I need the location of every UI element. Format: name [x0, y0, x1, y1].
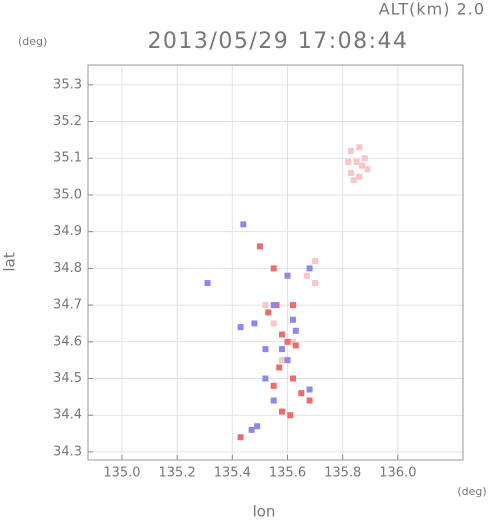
echo-point	[278, 331, 285, 338]
echo-point	[270, 382, 277, 389]
echo-point	[284, 338, 291, 345]
x-tick-label: 135.6	[269, 466, 306, 481]
echo-point	[345, 158, 352, 165]
echo-point	[262, 302, 269, 309]
echo-point	[290, 375, 297, 382]
echo-point	[278, 408, 285, 415]
echo-point	[361, 155, 368, 162]
echo-point	[353, 158, 360, 165]
echo-point	[350, 177, 357, 184]
echo-point	[292, 342, 299, 349]
y-tick-label: 35.1	[53, 151, 82, 166]
y-tick-label: 35.3	[53, 77, 82, 92]
x-tick-label: 135.2	[159, 466, 196, 481]
y-tick-label: 34.7	[53, 298, 82, 313]
echo-point	[290, 316, 297, 323]
echo-point	[254, 423, 261, 430]
echo-point	[364, 166, 371, 173]
echo-point	[204, 280, 211, 287]
echo-point	[256, 243, 263, 250]
y-tick-label: 34.5	[53, 371, 82, 386]
y-tick-label: 34.9	[53, 224, 82, 239]
y-tick-label: 34.4	[53, 408, 82, 423]
echo-point	[278, 357, 285, 364]
echo-point	[262, 375, 269, 382]
echo-point	[284, 272, 291, 279]
echo-point	[303, 272, 310, 279]
echo-point	[284, 357, 291, 364]
echo-point	[276, 364, 283, 371]
y-tick-label: 35.0	[53, 187, 82, 202]
echo-point	[270, 265, 277, 272]
x-tick-label: 135.4	[214, 466, 251, 481]
y-tick-label: 34.6	[53, 334, 82, 349]
echo-point	[347, 169, 354, 176]
echo-point	[356, 144, 363, 151]
echo-point	[240, 221, 247, 228]
y-axis-label: lat	[1, 252, 19, 271]
echo-point	[237, 324, 244, 331]
plot-frame	[87, 64, 464, 461]
echo-point	[347, 147, 354, 154]
echo-point	[298, 390, 305, 397]
echo-point	[265, 309, 272, 316]
echo-point	[270, 302, 277, 309]
chart-title: 2013/05/29 17:08:44	[147, 29, 408, 54]
echo-point	[306, 397, 313, 404]
echo-point	[251, 320, 258, 327]
altitude-annotation: ALT(km) 2.0	[379, 0, 485, 19]
echo-point	[278, 346, 285, 353]
echo-point	[306, 386, 313, 393]
echo-point	[270, 397, 277, 404]
echo-point	[290, 338, 297, 345]
echo-point	[356, 173, 363, 180]
y-unit: (deg)	[18, 35, 47, 48]
x-tick-label: 135.8	[324, 466, 361, 481]
y-tick-label: 34.3	[53, 444, 82, 459]
echo-point	[248, 426, 255, 433]
echo-point	[237, 434, 244, 441]
echo-point	[290, 302, 297, 309]
echo-point	[292, 327, 299, 334]
echo-point	[306, 265, 313, 272]
x-tick-label: 135.0	[103, 466, 140, 481]
echo-point	[262, 346, 269, 353]
echo-point	[359, 162, 366, 169]
echo-point	[312, 280, 319, 287]
echo-point	[312, 258, 319, 265]
y-tick-label: 34.8	[53, 261, 82, 276]
echo-point	[287, 412, 294, 419]
y-tick-label: 35.2	[53, 114, 82, 129]
x-unit: (deg)	[457, 485, 486, 498]
x-tick-label: 136.0	[379, 466, 416, 481]
x-axis-label: lon	[253, 503, 276, 521]
echo-point	[270, 320, 277, 327]
